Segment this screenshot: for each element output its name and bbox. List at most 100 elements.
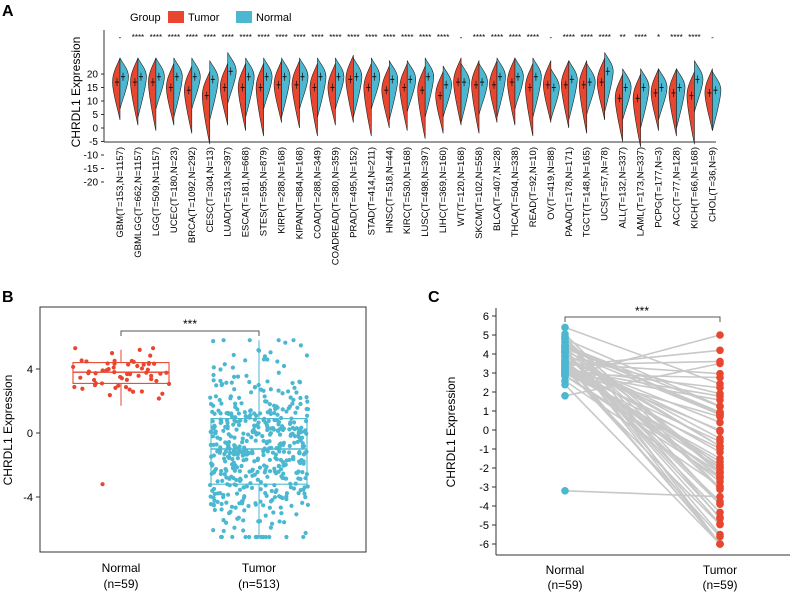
panel-b-point-tumor [278, 505, 283, 510]
panel-b-point-tumor [218, 411, 223, 416]
significance-label: **** [563, 33, 575, 42]
panel-b-point-tumor [222, 362, 227, 367]
panel-b-point-tumor [274, 418, 280, 423]
panel-b-point-tumor [297, 450, 302, 456]
panel-b-point-tumor [243, 413, 248, 419]
panel-b-point-tumor [254, 432, 259, 437]
panel-c: C CHRDL1 Expression 6543210-1-2-3-4-5-6 … [428, 289, 790, 592]
panel-b-point-tumor [236, 515, 241, 520]
violin-normal [514, 57, 524, 110]
panel-b-point-normal [80, 386, 85, 391]
panel-b-point-tumor [243, 452, 248, 457]
panel-c-point-tumor [716, 373, 724, 382]
violin-tumor [453, 57, 462, 126]
panel-b-point-tumor [212, 411, 217, 416]
panel-b-point-normal [131, 359, 136, 364]
panel-c-point-tumor [716, 331, 724, 339]
panel-b-ylabel: CHRDL1 Expression [1, 375, 15, 486]
panel-b-point-tumor [252, 459, 257, 464]
violin-tumor [363, 63, 372, 137]
panel-b-point-tumor [211, 378, 216, 383]
category-label: ACC(T=77,N=128) [672, 147, 683, 226]
panel-b-point-normal [112, 358, 117, 363]
panel-b-point-tumor [276, 370, 281, 375]
panel-b-point-normal [127, 372, 133, 377]
panel-c-point-normal [561, 380, 569, 389]
panel-a-ytick-label: 10 [87, 97, 99, 108]
panel-b-point-tumor [234, 477, 239, 483]
category-label: LIHC(T=369,N=160) [438, 147, 449, 233]
panel-b-point-normal [124, 371, 130, 377]
panel-b-point-tumor [228, 434, 234, 439]
panel-b-point-tumor [235, 407, 240, 412]
panel-a-violins [112, 52, 722, 147]
panel-c-point-tumor [716, 408, 724, 417]
panel-b-point-tumor [287, 443, 292, 449]
violin-tumor [237, 63, 246, 131]
violin-tumor [686, 71, 695, 145]
panel-b-point-tumor [219, 534, 224, 540]
category-label: TGCT(T=148,N=165) [582, 147, 593, 237]
panel-b-point-tumor [232, 387, 237, 392]
panel-b-point-tumor [258, 479, 263, 485]
panel-b-points [71, 338, 311, 540]
panel-b-point-normal [127, 387, 132, 392]
panel-b-point-normal [79, 358, 84, 363]
panel-b-point-tumor [283, 340, 288, 345]
panel-b-point-tumor [238, 418, 243, 423]
panel-b-point-tumor [252, 424, 257, 429]
panel-b-point-tumor [295, 405, 300, 410]
panel-b-point-tumor [264, 464, 269, 469]
significance-label: **** [186, 33, 198, 42]
panel-b-point-tumor [244, 438, 249, 444]
panel-c-point-tumor [716, 402, 724, 410]
panel-b-significance: *** [120, 317, 260, 336]
panel-b-point-tumor [240, 440, 245, 445]
panel-c-ytick-label: 2 [483, 387, 489, 399]
panel-b-point-tumor [241, 528, 246, 533]
panel-b-point-normal [100, 482, 105, 487]
significance-label: **** [527, 33, 539, 42]
violin-normal [299, 57, 309, 110]
panel-b-point-tumor [241, 518, 246, 523]
violin-tumor [525, 63, 534, 137]
panel-b-point-tumor [258, 387, 264, 392]
violin-tumor [291, 60, 300, 129]
category-label: COAD(T=288,N=349) [312, 147, 323, 239]
panel-b-point-tumor [266, 418, 271, 423]
violin-tumor [112, 57, 121, 120]
violin-normal [317, 57, 327, 118]
panel-b-point-tumor [275, 428, 280, 433]
panel-b-point-tumor [219, 419, 224, 425]
violin-tumor [273, 60, 282, 123]
significance-label: - [711, 33, 714, 42]
panel-b-point-normal [135, 363, 140, 369]
panel-b-point-tumor [246, 503, 251, 509]
panel-b-point-normal [118, 374, 123, 380]
panel-b-point-tumor [256, 519, 261, 524]
panel-b-point-tumor [267, 505, 272, 510]
panel-b-point-tumor [300, 444, 305, 449]
panel-b-point-tumor [272, 495, 278, 500]
panel-c-count-normal: (n=59) [547, 578, 582, 592]
panel-b-point-tumor [302, 491, 307, 496]
panel-a-ylabel: CHRDL1 Expression [69, 37, 83, 148]
panel-b-point-tumor [294, 512, 299, 517]
significance-label: **** [383, 33, 395, 42]
panel-c-point-tumor [716, 454, 724, 463]
panel-b-point-tumor [267, 469, 273, 474]
panel-b-sig-stars: *** [183, 317, 197, 331]
violin-tumor [255, 63, 264, 137]
violin-normal [460, 63, 470, 123]
panel-b-point-tumor [265, 357, 270, 362]
panel-b-point-tumor [213, 429, 218, 434]
panel-b-point-tumor [268, 499, 274, 504]
panel-b-point-tumor [280, 460, 286, 465]
panel-b-count-tumor: (n=513) [238, 577, 280, 591]
panel-b-point-tumor [211, 528, 216, 533]
panel-b-point-tumor [210, 419, 215, 424]
panel-b-point-tumor [303, 530, 308, 536]
panel-b-point-tumor [269, 488, 274, 494]
panel-b-point-tumor [262, 354, 268, 359]
panel-b-point-tumor [301, 534, 306, 540]
